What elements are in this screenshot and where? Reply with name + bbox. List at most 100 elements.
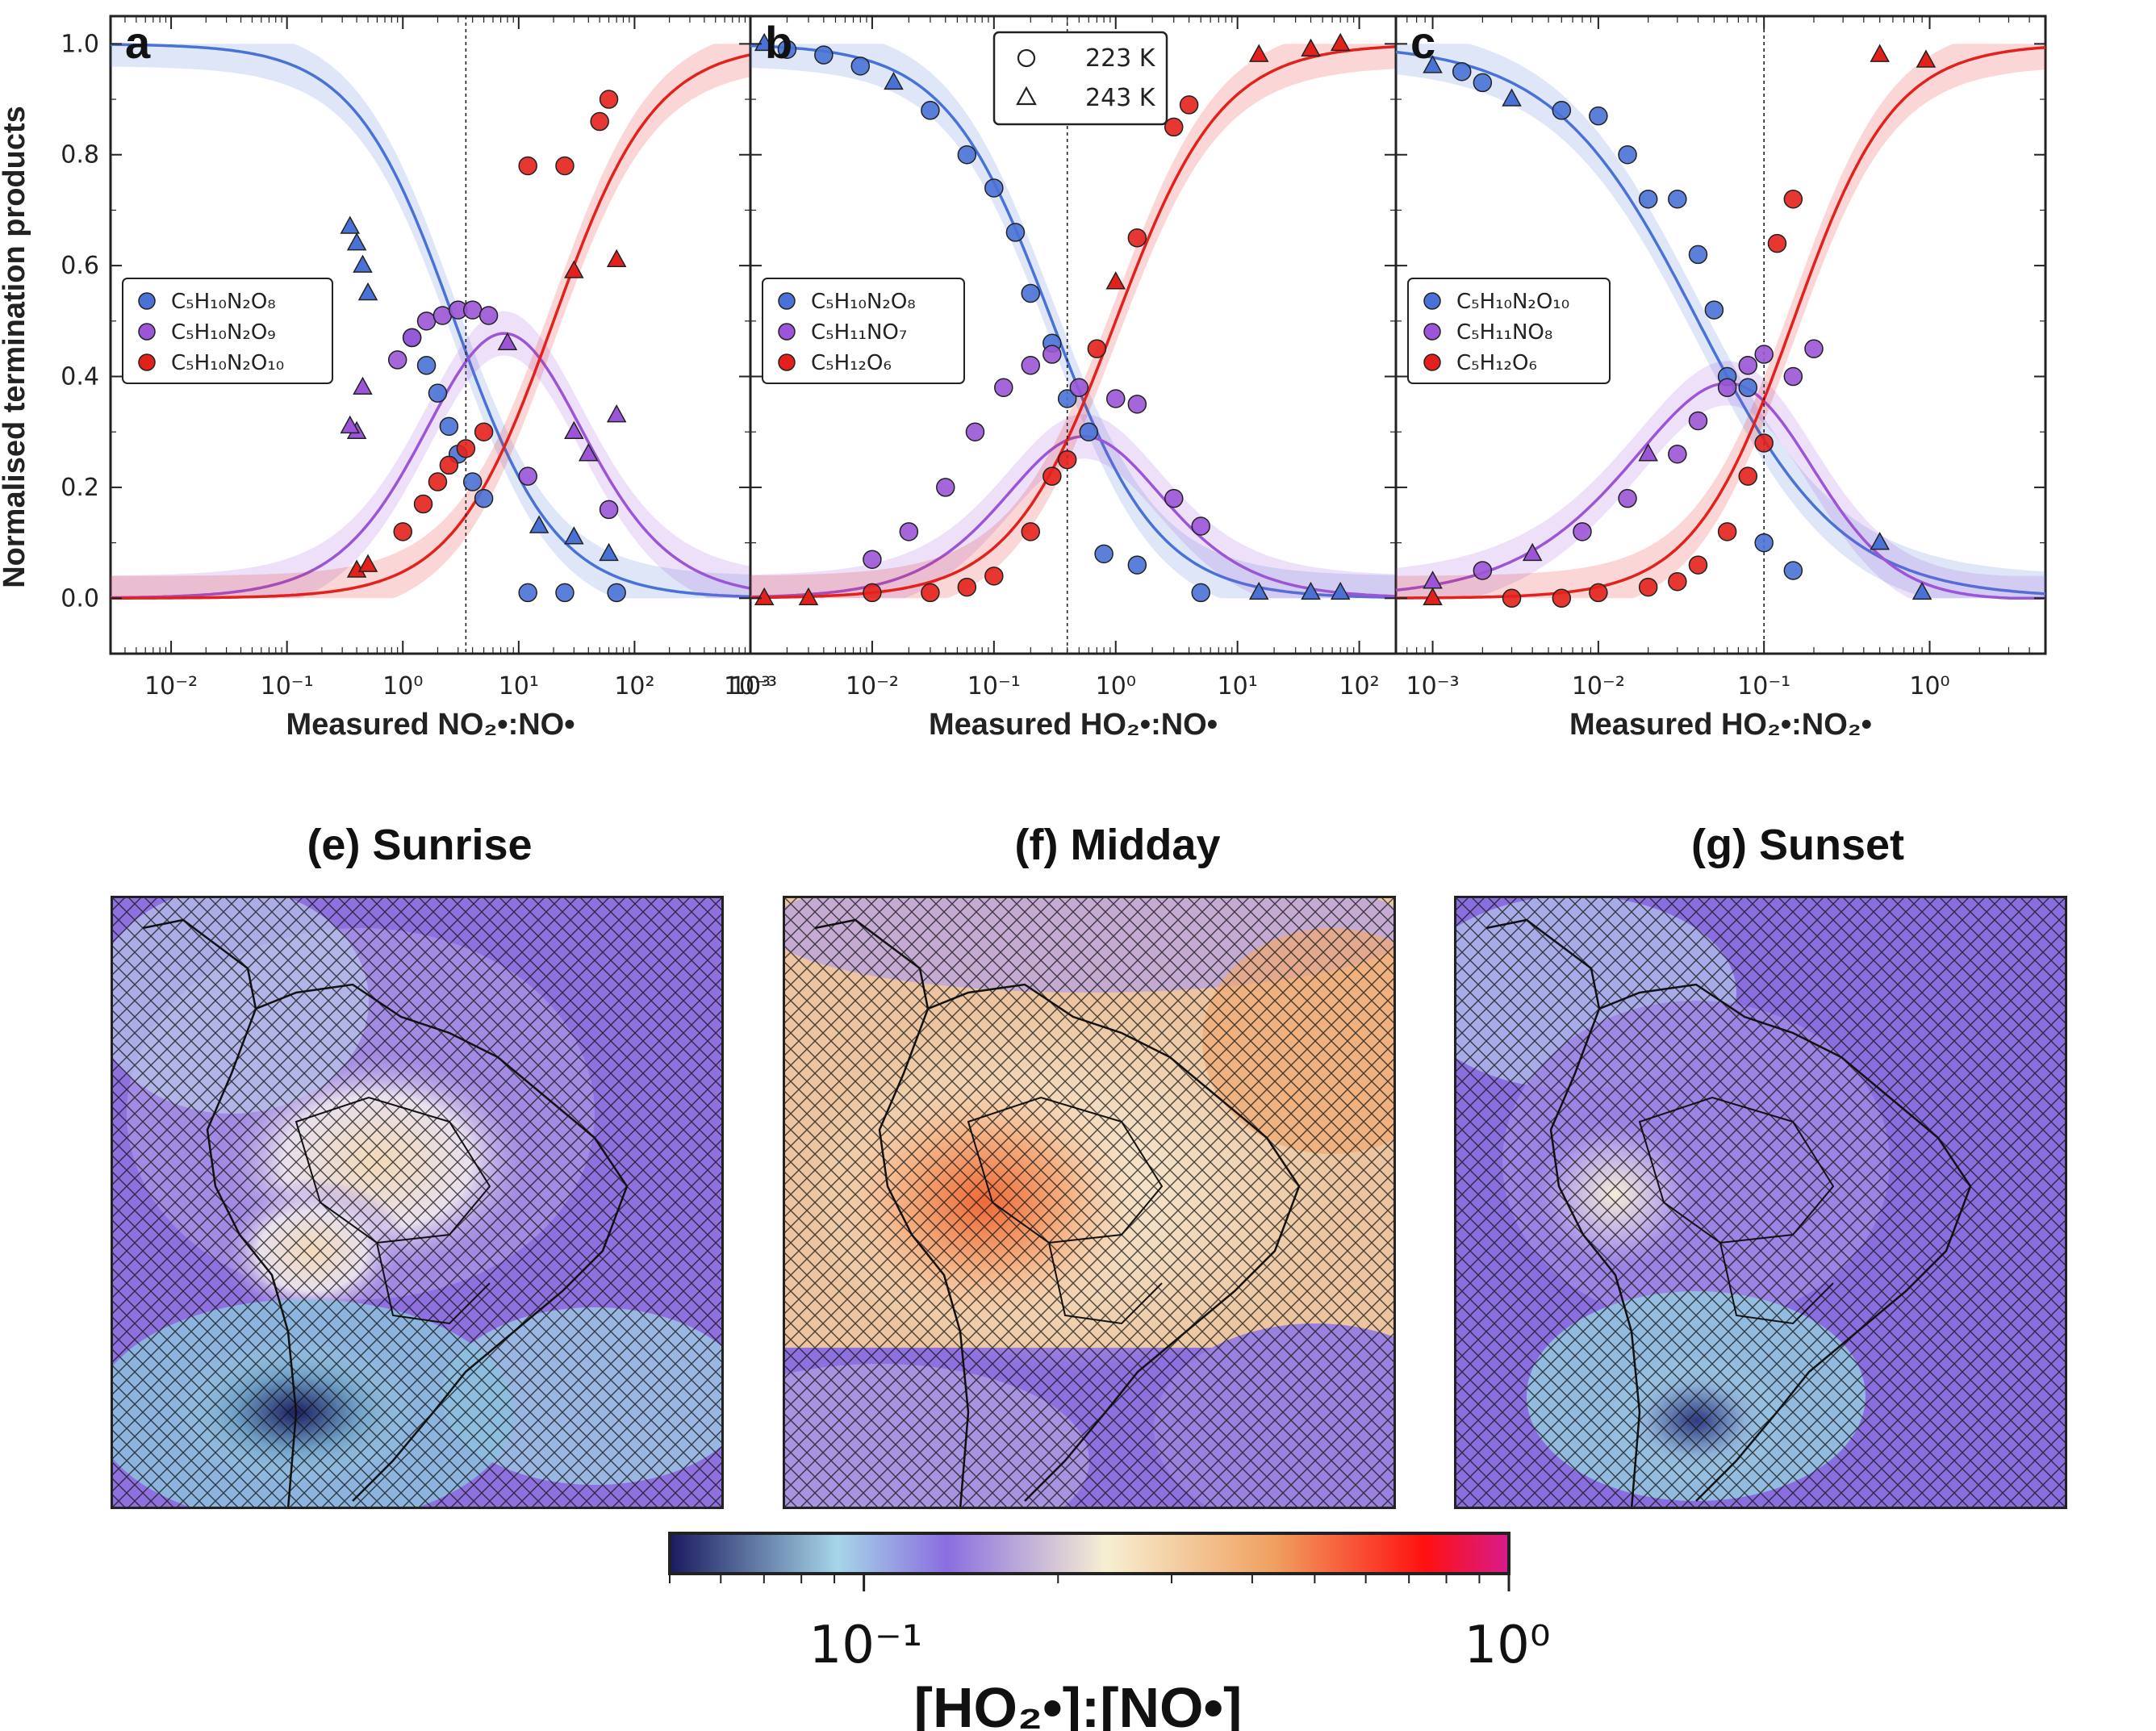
panel-c-series-2-point <box>1688 555 1708 575</box>
map-sunrise: (e) Sunrise <box>111 821 724 1509</box>
colorbar-tick-0.1: 10⁻¹ <box>809 1616 923 1675</box>
panel-b-series-1-point <box>1105 389 1126 408</box>
panel-c-series-2-point <box>1916 49 1937 68</box>
panel-c-series-1-point <box>1473 561 1493 580</box>
panel-c-series-2-point <box>1738 466 1758 486</box>
panel-b-series-0-point <box>814 45 834 65</box>
panel-c-series-2-point <box>1754 433 1774 453</box>
panel-b-red-fit-line <box>750 45 1397 600</box>
x-tick-label: 10⁻¹ <box>261 672 314 700</box>
panel-b-series-1-point <box>936 478 955 497</box>
panel-a-series-2-point <box>599 90 619 109</box>
colorbar-label: [HO₂•]:[NO•] <box>914 1676 1243 1731</box>
panel-a-series-0-point <box>474 488 494 508</box>
panel-b-series-1-point <box>1021 356 1041 375</box>
panel-a-series-2-point <box>393 522 412 541</box>
panel-a-series-2-point <box>428 472 448 491</box>
panel-b-series-0-point <box>1057 389 1077 408</box>
legend-label-purple: C₅H₁₁NO₈ <box>1456 320 1552 345</box>
legend-label-purple: C₅H₁₁NO₇ <box>811 320 907 345</box>
panel-a-series-0-point <box>357 282 378 301</box>
x-tick-label: 10⁻³ <box>724 672 777 700</box>
y-tick-label: 1.0 <box>61 30 99 58</box>
panel-c-series-0-point <box>1912 581 1932 600</box>
panel-c-series-2-point <box>1870 44 1890 62</box>
panel-a-series-1-point <box>478 306 499 325</box>
panel-b-series-0-point <box>1079 422 1099 441</box>
legend-label-blue: C₅H₁₀N₂O₈ <box>811 290 916 314</box>
y-tick-label: 0.6 <box>61 252 99 280</box>
panel-a-series-2-point <box>456 439 476 458</box>
panel-b-series-0-point <box>1330 581 1351 600</box>
panel-a-series-1-point <box>564 420 584 439</box>
panel-b-series-1-point <box>1164 488 1184 508</box>
panel-b-series-2-point <box>1087 339 1107 358</box>
panel-b-series-1-point <box>1191 516 1210 536</box>
panel-a-purple-fit-line <box>111 332 751 600</box>
x-tick-label: 10² <box>614 672 654 700</box>
panel-a-series-0-point <box>353 254 373 273</box>
panel-b-series-2-point <box>921 583 940 603</box>
panel-c-series-0-point <box>1870 532 1890 550</box>
legend-triangle-marker <box>1016 86 1037 106</box>
panel-c-series-0-point <box>1754 533 1774 553</box>
panel-a-series-1-point <box>402 328 422 348</box>
panel-a-series-1-point <box>606 404 627 423</box>
panel-a-series-2-point <box>564 260 584 278</box>
map-sunset: (g) Sunset <box>1454 821 2067 1509</box>
panel-c-series-2-point <box>1767 233 1787 253</box>
panel-a-series-1-point <box>599 500 619 520</box>
panel-a-series-0-point <box>564 526 584 545</box>
panel-a-series-1-point <box>340 415 361 434</box>
panel-a-series-0-point <box>428 383 448 403</box>
y-tick-label: 0.2 <box>61 474 99 502</box>
panel-c-series-1-point <box>1754 345 1774 364</box>
panel-c-series-0-point <box>1704 300 1724 320</box>
panel-c-series-2-point <box>1783 189 1803 209</box>
panel-b-series-1-point <box>1042 345 1062 364</box>
colorbar-tick-1: 10⁰ <box>1464 1616 1550 1675</box>
panel-a-series-2-point <box>357 554 378 572</box>
panel-b-series-2-point <box>798 587 819 606</box>
panel-c-series-0-point <box>1738 378 1758 398</box>
x-tick-label: 10⁰ <box>382 672 423 700</box>
panel-a-series-1-point <box>497 332 518 351</box>
panel-a-x-axis-label: Measured NO₂•:NO• <box>286 708 575 742</box>
panel-b-x-axis-label: Measured HO₂•:NO• <box>929 708 1218 742</box>
legend-box <box>1407 278 1611 384</box>
panel-b-purple-band <box>750 414 1396 599</box>
panel-c-series-0-point <box>1638 189 1658 209</box>
panel-b-series-2-point <box>1330 32 1351 52</box>
panel-a-series-0-point <box>529 515 549 533</box>
panel-b-series-2-point <box>863 583 882 603</box>
panel-b-purple-fit-line <box>750 435 1397 599</box>
panel-c-series-1-point <box>1688 411 1708 431</box>
panel-b-series-2-point <box>1179 95 1199 115</box>
panel-a-red-fit-line <box>111 53 751 600</box>
x-tick-label: 10² <box>1339 672 1379 700</box>
panel-a-series-0-point <box>416 356 437 375</box>
panel-a-series-2-point <box>590 111 609 132</box>
legend-label-red: C₅H₁₂O₆ <box>1456 351 1537 375</box>
panel-c-series-0-point <box>1473 73 1493 93</box>
panel-b-series-2-point <box>1105 271 1126 290</box>
panel-c-series-1-point <box>1638 443 1658 462</box>
legend-marker-purple <box>1423 323 1441 341</box>
panel-a-series-2-point <box>555 156 575 176</box>
legend-marker-purple <box>138 323 156 341</box>
panel-a-series-1-point <box>518 466 537 486</box>
x-tick-label: 10³ <box>730 672 771 700</box>
panel-a-purple-band <box>111 311 750 599</box>
panel-c-series-0-point <box>1452 61 1472 82</box>
legend-label-purple: C₅H₁₀N₂O₉ <box>171 320 276 345</box>
panel-c-x-axis-label: Measured HO₂•:NO₂• <box>1569 708 1872 742</box>
panel-a-series-0-point <box>518 583 537 603</box>
panel-a-series-0-point <box>462 472 483 491</box>
panel-c-series-0-point <box>1423 55 1443 73</box>
legend-marker-blue <box>778 292 796 310</box>
panel-c-series-1-point <box>1717 378 1737 398</box>
panel-c-series-0-point <box>1589 106 1608 126</box>
legend-box <box>762 278 965 384</box>
x-tick-label: 10⁻² <box>846 672 899 700</box>
legend-label-red: C₅H₁₂O₆ <box>811 351 892 375</box>
